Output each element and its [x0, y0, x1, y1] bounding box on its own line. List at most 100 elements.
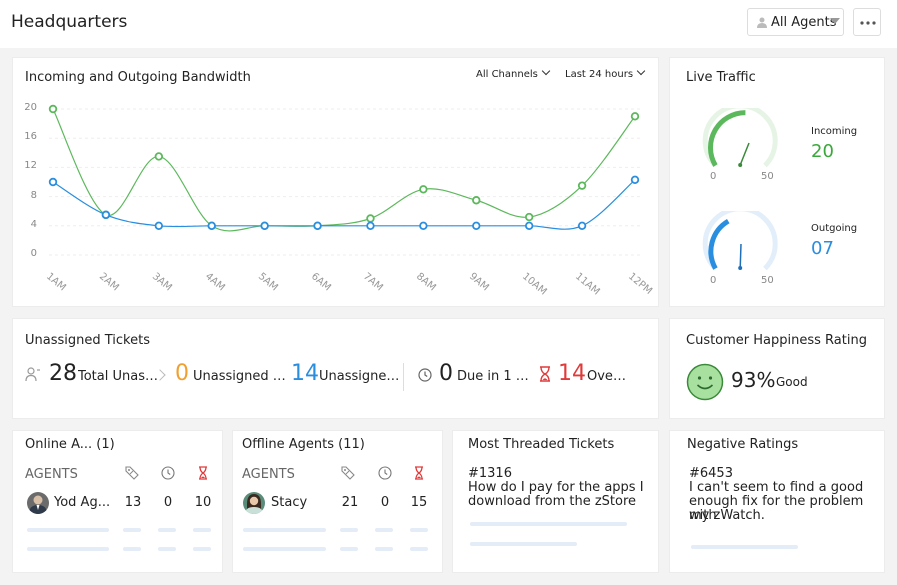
incoming-data-point[interactable]: [154, 152, 164, 161]
incoming-data-point[interactable]: [366, 214, 375, 223]
incoming-data-point[interactable]: [524, 212, 534, 222]
ticket-subject-line[interactable]: download from the zStore: [468, 494, 637, 509]
offline-agents-title[interactable]: Offline Agents (11): [242, 437, 365, 452]
incoming-label: Incoming: [811, 126, 858, 137]
channel-filter-dropdown[interactable]: All Channels: [476, 66, 551, 80]
incoming-data-point[interactable]: [48, 104, 58, 114]
placeholder-bar: [193, 528, 211, 532]
placeholder-bar: [470, 542, 577, 546]
happiness-card: Customer Happiness Rating 93% Good: [669, 318, 885, 419]
outgoing-data-point[interactable]: [419, 221, 428, 230]
total-unassigned-label: Total Unassi…: [78, 369, 160, 384]
incoming-series-line: [52, 108, 636, 232]
person-icon: [757, 17, 767, 28]
unassigned-title: Unassigned Tickets: [25, 333, 150, 348]
incoming-data-point[interactable]: [630, 112, 640, 121]
placeholder-bar: [243, 528, 326, 532]
agents-column-header: AGENTS: [25, 467, 78, 482]
happiness-label: Good: [776, 375, 808, 389]
rating-comment-line[interactable]: my zWatch.: [689, 508, 765, 523]
unassigned-other-label: Unassigned…: [319, 369, 402, 384]
agent-overdue-count: 15: [410, 495, 428, 510]
ellipsis-icon: [860, 21, 876, 25]
placeholder-bar: [375, 528, 393, 532]
placeholder-bar: [193, 547, 211, 551]
unassigned-online-count[interactable]: 0: [175, 361, 189, 386]
placeholder-bar: [27, 528, 109, 532]
y-tick-label: 12: [24, 160, 37, 172]
online-agents-title[interactable]: Online A... (1): [25, 437, 115, 452]
time-filter-label: Last 24 hours: [565, 69, 634, 80]
agent-open-count: 21: [341, 495, 359, 510]
more-options-button[interactable]: [853, 8, 881, 36]
offline-agents-card: Offline Agents (11) AGENTS Stacy 21 0 15: [232, 430, 443, 573]
agent-open-count: 13: [124, 495, 142, 510]
hourglass-icon: [415, 466, 423, 480]
outgoing-data-point[interactable]: [207, 221, 216, 230]
outgoing-data-point[interactable]: [313, 221, 322, 230]
agents-filter-label: All Agents: [771, 15, 837, 30]
ticket-icon: [341, 466, 355, 480]
clock-icon: [378, 466, 392, 480]
hourglass-icon: [199, 466, 207, 480]
top-bar: Headquarters All Agents: [0, 0, 897, 48]
negative-ratings-title: Negative Ratings: [687, 437, 799, 452]
rating-comment-line[interactable]: I can't seem to find a good: [689, 480, 864, 495]
placeholder-bar: [123, 547, 141, 551]
chevron-down-icon: [830, 18, 840, 24]
placeholder-bar: [691, 545, 798, 549]
agent-avatar: [27, 492, 49, 514]
happiness-value: 93%: [731, 368, 776, 392]
placeholder-bar: [27, 547, 109, 551]
y-tick-label: 8: [30, 189, 37, 201]
ticket-id[interactable]: #6453: [689, 466, 733, 481]
outgoing-data-point[interactable]: [577, 221, 587, 230]
agents-column-header: AGENTS: [242, 467, 295, 482]
agent-name[interactable]: Stacy: [271, 495, 308, 510]
outgoing-data-point[interactable]: [154, 221, 164, 230]
live-traffic-title: Live Traffic: [686, 70, 756, 85]
outgoing-label: Outgoing: [811, 223, 858, 234]
placeholder-bar: [123, 528, 141, 532]
divider: [403, 363, 404, 391]
due-soon-label: Due in 1 …: [457, 369, 529, 384]
most-threaded-title: Most Threaded Tickets: [468, 437, 615, 452]
incoming-data-point[interactable]: [419, 185, 428, 194]
ticket-id[interactable]: #1316: [468, 466, 512, 481]
bandwidth-title: Incoming and Outgoing Bandwidth: [25, 70, 251, 85]
happiness-title: Customer Happiness Rating: [686, 333, 867, 348]
unassigned-other-count[interactable]: 14: [291, 361, 319, 386]
clock-icon: [418, 368, 432, 382]
live-traffic-card: Live Traffic 0 50 Incoming 20 0 50 Outgo…: [669, 57, 885, 307]
y-tick-label: 20: [24, 102, 37, 113]
ticket-subject-line[interactable]: How do I pay for the apps I: [468, 480, 644, 495]
outgoing-data-point[interactable]: [260, 221, 269, 230]
channel-filter-label: All Channels: [476, 69, 538, 80]
most-threaded-card: Most Threaded Tickets #1316 How do I pay…: [452, 430, 659, 573]
incoming-gauge-max: 50: [761, 171, 774, 182]
outgoing-data-point[interactable]: [472, 221, 481, 230]
bandwidth-card: Incoming and Outgoing Bandwidth All Chan…: [12, 57, 659, 307]
ticket-icon: [125, 466, 139, 480]
total-unassigned-count[interactable]: 28: [49, 361, 77, 386]
rating-comment-line[interactable]: enough fix for the problem with: [689, 494, 864, 523]
outgoing-data-point[interactable]: [524, 221, 534, 230]
time-filter-dropdown[interactable]: Last 24 hours: [565, 66, 646, 80]
overdue-count[interactable]: 14: [558, 361, 586, 386]
incoming-data-point[interactable]: [472, 196, 481, 205]
agents-filter-dropdown[interactable]: All Agents: [747, 8, 844, 36]
outgoing-gauge: [702, 211, 778, 271]
clock-icon: [161, 466, 175, 480]
incoming-gauge: [702, 108, 778, 168]
agent-name[interactable]: Yod Ag...: [54, 495, 111, 510]
unassigned-tickets-card: Unassigned Tickets 28 Total Unassi… 0 Un…: [12, 318, 659, 419]
incoming-data-point[interactable]: [577, 181, 587, 190]
outgoing-data-point[interactable]: [48, 177, 58, 187]
incoming-value: 20: [811, 141, 834, 162]
outgoing-data-point[interactable]: [101, 210, 111, 220]
outgoing-data-point[interactable]: [366, 221, 375, 230]
agent-onhold-count: 0: [380, 495, 390, 510]
outgoing-data-point[interactable]: [630, 175, 640, 185]
online-agents-card: Online A... (1) AGENTS Yod Ag... 13 0 10: [12, 430, 223, 573]
due-soon-count[interactable]: 0: [439, 361, 453, 386]
